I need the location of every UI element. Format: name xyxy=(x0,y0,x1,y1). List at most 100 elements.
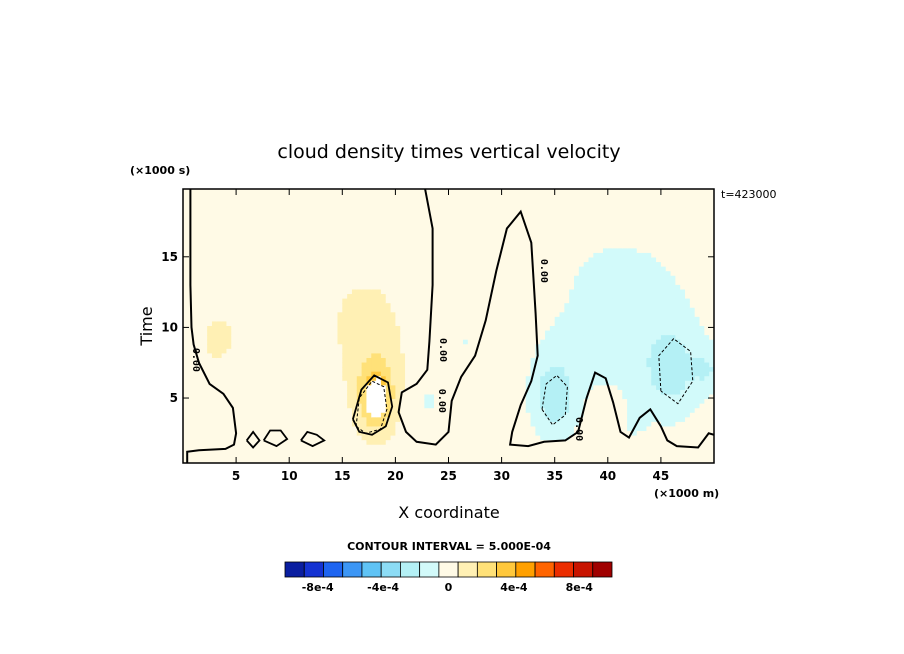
heatmap-cell xyxy=(385,252,392,259)
heatmap-cell xyxy=(216,417,223,423)
heatmap-cell xyxy=(545,225,551,231)
heatmap-cell xyxy=(274,371,281,377)
heatmap-cell xyxy=(221,458,228,463)
heatmap-cell xyxy=(511,294,517,300)
heatmap-cell xyxy=(298,394,305,400)
heatmap-cell xyxy=(443,362,450,368)
heatmap-cell xyxy=(226,211,232,217)
heatmap-cell xyxy=(501,344,508,350)
heatmap-cell xyxy=(385,371,392,377)
heatmap-cell xyxy=(192,234,199,240)
heatmap-cell xyxy=(337,252,343,259)
heatmap-cell xyxy=(279,362,285,368)
heatmap-cell xyxy=(545,357,551,364)
heatmap-cell xyxy=(564,271,570,277)
heatmap-cell xyxy=(535,362,541,368)
heatmap-cell xyxy=(356,230,363,236)
heatmap-cell xyxy=(356,389,363,396)
heatmap-cell xyxy=(255,426,261,432)
heatmap-cell xyxy=(347,426,353,432)
heatmap-cell xyxy=(231,303,237,309)
heatmap-cell xyxy=(284,298,290,304)
heatmap-cell xyxy=(269,207,276,213)
heatmap-cell xyxy=(322,357,329,364)
heatmap-cell xyxy=(216,298,223,304)
heatmap-cell xyxy=(260,289,266,295)
heatmap-cell xyxy=(409,230,416,236)
heatmap-cell xyxy=(414,189,421,195)
heatmap-cell xyxy=(380,202,387,208)
heatmap-cell xyxy=(236,380,242,386)
heatmap-cell xyxy=(409,271,416,277)
heatmap-cell xyxy=(516,280,522,286)
heatmap-cell xyxy=(520,371,527,377)
heatmap-cell xyxy=(487,230,493,236)
heatmap-cell xyxy=(438,271,445,277)
heatmap-cell xyxy=(458,380,464,386)
heatmap-cell xyxy=(337,412,343,418)
heatmap-cell xyxy=(318,316,324,323)
heatmap-cell xyxy=(511,435,517,441)
heatmap-cell xyxy=(289,458,295,463)
heatmap-cell xyxy=(458,216,464,222)
heatmap-cell xyxy=(545,399,551,405)
heatmap-cell xyxy=(380,449,387,455)
heatmap-cell xyxy=(260,444,266,450)
heatmap-cell xyxy=(400,220,406,227)
heatmap-cell xyxy=(211,202,218,208)
heatmap-cell xyxy=(342,298,348,304)
heatmap-cell xyxy=(540,453,546,460)
heatmap-cell xyxy=(240,376,247,382)
heatmap-cell xyxy=(472,298,479,304)
heatmap-cell xyxy=(313,376,319,382)
heatmap-cell xyxy=(578,394,585,400)
heatmap-cell xyxy=(279,339,285,345)
heatmap-cell xyxy=(192,371,199,377)
heatmap-cell xyxy=(540,431,546,437)
heatmap-cell xyxy=(313,257,319,263)
heatmap-cell xyxy=(569,403,575,409)
heatmap-cell xyxy=(549,266,556,272)
heatmap-cell xyxy=(438,453,445,460)
heatmap-cell xyxy=(578,216,585,222)
heatmap-cell xyxy=(472,321,479,327)
heatmap-cell xyxy=(569,230,575,236)
heatmap-cell xyxy=(284,271,290,277)
heatmap-cell xyxy=(347,394,353,400)
heatmap-cell xyxy=(458,371,464,377)
heatmap-cell xyxy=(197,408,203,414)
heatmap-cell xyxy=(356,353,363,359)
heatmap-cell xyxy=(318,289,324,295)
heatmap-cell xyxy=(332,440,339,446)
heatmap-cell xyxy=(511,412,517,418)
heatmap-cell xyxy=(332,453,339,460)
heatmap-cell xyxy=(279,367,285,373)
heatmap-cell xyxy=(308,376,314,382)
heatmap-cell xyxy=(380,389,387,396)
heatmap-cell xyxy=(506,344,512,350)
heatmap-cell xyxy=(322,312,329,318)
heatmap-cell xyxy=(197,294,203,300)
heatmap-cell xyxy=(472,271,479,277)
heatmap-cell xyxy=(564,252,570,259)
heatmap-cell xyxy=(294,207,300,213)
heatmap-cell xyxy=(351,367,358,373)
heatmap-cell xyxy=(482,257,488,263)
heatmap-cell xyxy=(332,225,339,231)
heatmap-cell xyxy=(250,458,257,463)
heatmap-cell xyxy=(574,426,580,432)
heatmap-cell xyxy=(337,220,343,227)
heatmap-cell xyxy=(434,189,440,195)
heatmap-cell xyxy=(409,394,416,400)
heatmap-cell xyxy=(313,435,319,441)
heatmap-cell xyxy=(559,394,565,400)
heatmap-cell xyxy=(491,252,498,259)
heatmap-cell xyxy=(467,239,474,245)
heatmap-cell xyxy=(298,458,305,463)
heatmap-cell xyxy=(414,198,421,204)
heatmap-cell xyxy=(197,421,203,428)
heatmap-cell xyxy=(269,335,276,341)
heatmap-cell xyxy=(313,321,319,327)
heatmap-cell xyxy=(506,362,512,368)
heatmap-cell xyxy=(438,225,445,231)
